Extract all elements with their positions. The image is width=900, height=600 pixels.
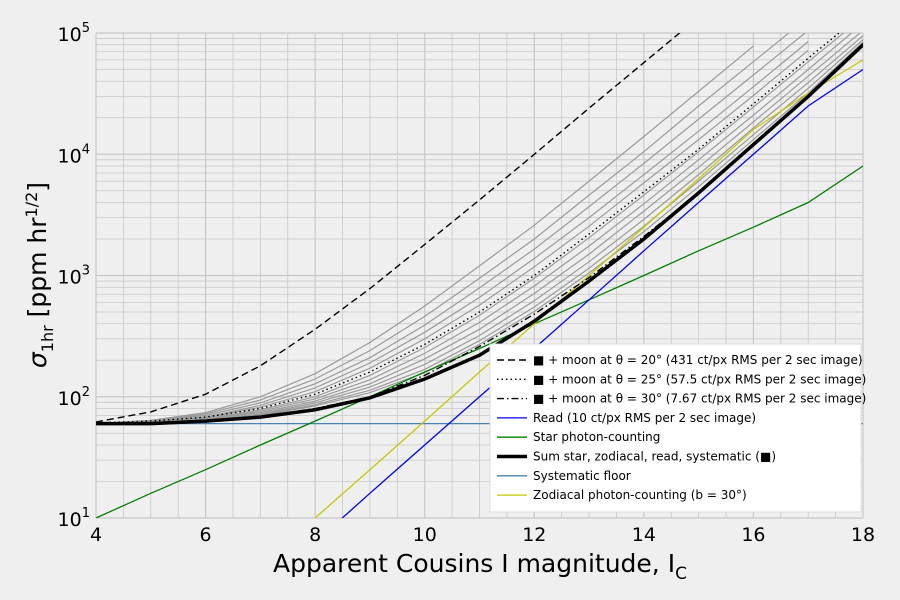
series-line [96, 43, 863, 426]
series-line [341, 68, 863, 518]
gray-series-line [96, 33, 845, 425]
gray-series-line [96, 33, 861, 425]
legend-label: Zodiacal photon-counting (b = 30°) [533, 488, 747, 502]
y-axis-label: σ1hr [ppm hr1/2] [22, 182, 57, 368]
x-tick-label: 16 [741, 524, 765, 546]
legend-label: Read (10 ct/px RMS per 2 sec image) [533, 411, 756, 425]
series-group [96, 33, 863, 518]
legend-label: ■ + moon at θ = 30° (7.67 ct/px RMS per … [533, 392, 866, 406]
y-tick-labels: 101 102 103 104 105 [58, 21, 90, 531]
y-tick-label: 103 [58, 264, 90, 289]
x-tick-label: 18 [851, 524, 875, 546]
y-tick-label: 102 [58, 385, 90, 410]
gray-series-line [96, 33, 806, 425]
y-tick-label: 104 [58, 142, 90, 167]
gray-series-line [96, 41, 809, 425]
x-tick-label: 8 [309, 524, 321, 546]
legend-label: ■ + moon at θ = 20° (431 ct/px RMS per 2… [533, 353, 863, 367]
legend-label: Sum star, zodiacal, read, systematic (■) [533, 450, 776, 464]
x-tick-label: 12 [522, 524, 546, 546]
y-tick-label: 101 [58, 506, 90, 531]
gray-series-line [96, 45, 754, 425]
x-tick-label: 10 [413, 524, 437, 546]
x-tick-label: 14 [632, 524, 656, 546]
x-tick-label: 4 [90, 524, 102, 546]
series-line [314, 59, 863, 518]
x-tick-label: 6 [200, 524, 212, 546]
x-tick-labels: 4 6 8 10 12 14 16 18 [90, 524, 875, 546]
gray-series-line [96, 33, 790, 425]
series-line [96, 33, 841, 424]
series-line [96, 165, 863, 518]
legend-label: Systematic floor [533, 469, 631, 483]
legend-label: Star photon-counting [533, 430, 660, 444]
x-axis-label: Apparent Cousins I magnitude, IC [273, 549, 687, 584]
series-line [96, 33, 681, 423]
y-tick-label: 105 [58, 21, 90, 46]
legend-box [489, 343, 862, 513]
gray-series-line [96, 49, 809, 425]
legend-label: ■ + moon at θ = 25° (57.5 ct/px RMS per … [533, 372, 866, 386]
legend: ■ + moon at θ = 20° (431 ct/px RMS per 2… [489, 343, 866, 513]
